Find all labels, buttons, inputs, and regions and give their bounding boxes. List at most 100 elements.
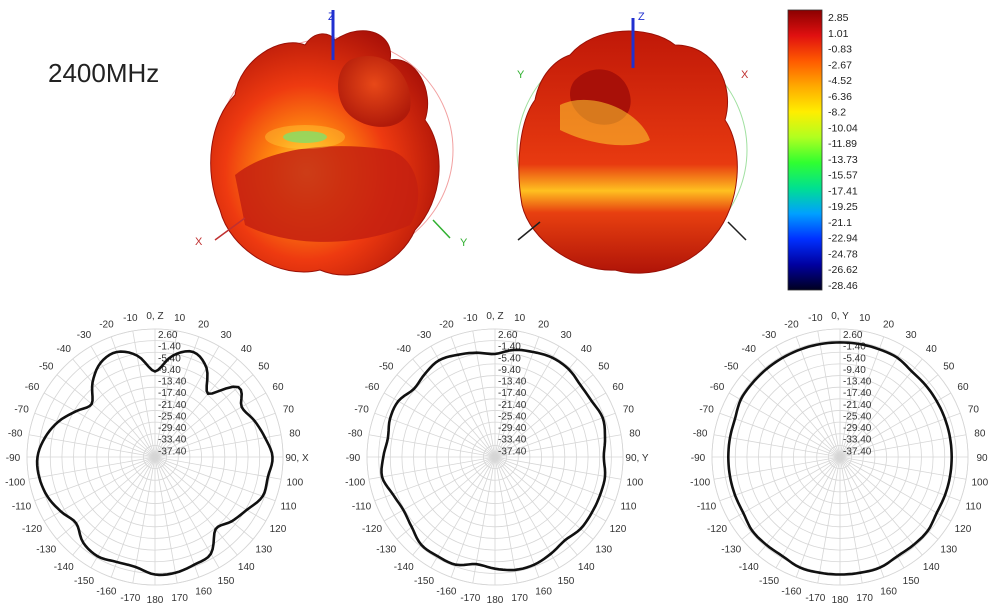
polar-spoke: [396, 456, 496, 540]
pattern-point: [590, 512, 593, 514]
angle-tick-label: -80: [693, 428, 708, 439]
radiation-pattern-3d-view-1: Z X Y: [195, 10, 468, 276]
pattern-point: [729, 475, 731, 478]
angle-tick-label: -170: [120, 593, 140, 604]
polar-spoke: [494, 456, 540, 578]
polar-spoke: [839, 456, 885, 578]
pattern-point: [513, 349, 515, 351]
polar-spoke: [368, 434, 496, 458]
angle-tick-label: 150: [218, 576, 235, 587]
pattern-point: [751, 382, 753, 385]
polar-grid: [711, 328, 969, 586]
angle-tick-label: -130: [721, 544, 741, 555]
angle-tick-label: -80: [348, 428, 363, 439]
radiation-pattern-3d-view-2: Z Y X: [516, 11, 749, 274]
radial-tick-label: -33.40: [158, 435, 187, 446]
pattern-point: [436, 555, 439, 558]
pattern-point: [115, 561, 118, 563]
radial-tick-label: -1.40: [843, 342, 866, 353]
angle-tick-label: -20: [439, 320, 454, 331]
radial-tick-label: -9.40: [843, 365, 866, 376]
polar-spoke: [839, 456, 939, 540]
polar-spoke: [839, 330, 863, 458]
radial-tick-label: -37.40: [158, 446, 187, 457]
polar-spoke: [839, 358, 923, 458]
pattern-point: [751, 529, 753, 532]
pattern-point: [799, 566, 801, 569]
angle-tick-label: 0, Y: [831, 311, 849, 322]
angle-tick-label: 10: [174, 313, 186, 324]
pattern-point: [599, 494, 601, 497]
polar-spoke: [839, 456, 905, 569]
angle-tick-label: -140: [739, 562, 759, 573]
polar-spoke: [757, 456, 841, 556]
angle-tick-label: 70: [283, 404, 295, 415]
pattern-point: [494, 353, 496, 355]
angle-tick-label: 150: [903, 576, 920, 587]
pattern-point: [397, 400, 400, 402]
pattern-point: [532, 351, 535, 353]
angle-tick-label: -170: [460, 593, 480, 604]
polar-spoke: [839, 456, 967, 480]
polar-spoke: [839, 456, 863, 584]
pattern-point: [391, 493, 394, 496]
colorbar-tick-label: -22.94: [828, 233, 858, 245]
angle-tick-label: 50: [598, 362, 610, 373]
polar-grid: [366, 328, 624, 586]
pattern-point: [859, 343, 861, 345]
polar-spoke: [728, 456, 841, 522]
pattern-point: [727, 456, 730, 458]
pattern-point: [567, 368, 570, 370]
polar-spoke: [494, 412, 616, 458]
angle-tick-label: -110: [12, 502, 32, 513]
colorbar-tick-label: -6.36: [828, 91, 852, 103]
angle-tick-label: 70: [623, 404, 635, 415]
angle-tick-label: -90: [691, 453, 706, 464]
angle-tick-label: 160: [880, 586, 897, 597]
pattern-point: [765, 368, 768, 370]
angle-tick-label: -40: [56, 344, 71, 355]
polar-spoke: [34, 412, 156, 458]
pattern-point: [240, 406, 243, 408]
colorbar-tick-label: 2.85: [828, 12, 849, 24]
polar-spoke: [412, 456, 496, 556]
polar-spoke: [72, 358, 156, 458]
angle-tick-label: -160: [96, 586, 116, 597]
polar-spoke: [154, 392, 267, 458]
polar-spoke: [775, 345, 841, 458]
colorbar-tick-label: -21.1: [828, 217, 852, 229]
angle-tick-label: 130: [595, 544, 612, 555]
pattern-point: [590, 400, 593, 402]
angle-tick-label: -10: [808, 313, 823, 324]
colorbar-tick-label: -13.73: [828, 154, 858, 166]
pattern-point: [911, 370, 913, 373]
pattern-point: [410, 526, 413, 528]
angle-tick-label: 90: [976, 453, 988, 464]
pattern-point: [765, 544, 768, 546]
angle-tick-label: 100: [626, 478, 643, 489]
pattern-point: [564, 539, 566, 542]
polar-spoke: [839, 456, 923, 556]
pattern-point: [601, 416, 604, 419]
radial-tick-label: -29.40: [498, 423, 527, 434]
pattern-point: [134, 566, 137, 568]
pattern-point: [729, 436, 731, 439]
pattern-point: [924, 384, 927, 386]
pattern-point: [192, 351, 195, 353]
polar-spoke: [494, 358, 578, 458]
polar-spoke: [757, 358, 841, 458]
pattern-point: [36, 456, 39, 458]
polar-spoke: [817, 456, 841, 584]
angle-tick-label: -140: [394, 562, 414, 573]
polar-spoke: [839, 392, 952, 458]
radial-tick-label: 2.60: [843, 330, 863, 341]
pattern-point: [944, 494, 946, 497]
colorbar-tick-label: -2.67: [828, 59, 852, 71]
pattern-point: [230, 520, 233, 523]
polar-spoke: [719, 456, 841, 502]
colorbar: 2.85 1.01 -0.83 -2.67 -4.52 -6.36 -8.2 -10.04 -1…: [787, 9, 858, 292]
colorbar-tick-label: -11.89: [828, 138, 857, 150]
angle-tick-label: -30: [417, 330, 432, 341]
radial-tick-label: -9.40: [158, 365, 181, 376]
y-axis-label: Y: [517, 69, 525, 81]
